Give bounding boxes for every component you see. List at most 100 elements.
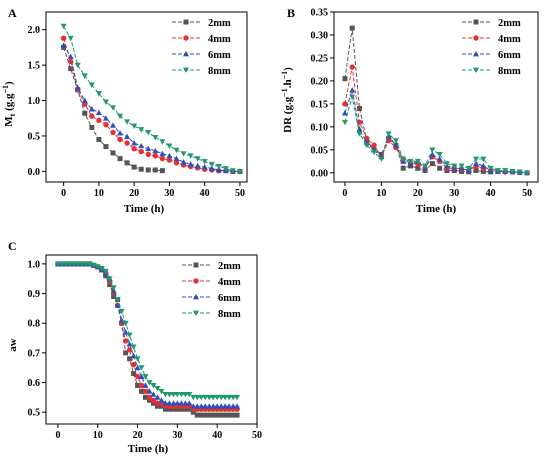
legend-label: 4mm	[498, 34, 521, 45]
data-point-8mm	[138, 127, 145, 133]
data-point-8mm	[414, 158, 421, 165]
data-point-8mm	[194, 156, 201, 162]
data-point-8mm	[88, 82, 95, 88]
data-point-2mm	[138, 166, 144, 172]
data-point-8mm	[473, 156, 480, 163]
data-point-6mm	[145, 145, 152, 152]
data-point-2mm	[158, 403, 164, 409]
data-point-8mm	[392, 138, 399, 144]
data-point-8mm	[443, 161, 450, 167]
data-point-8mm	[407, 158, 414, 165]
legend-marker	[183, 51, 189, 57]
y-tick-label: 0.8	[28, 319, 41, 330]
data-point-4mm	[150, 397, 157, 403]
data-point-8mm	[124, 119, 131, 125]
y-tick-label: 0.5	[28, 131, 41, 142]
data-point-8mm	[229, 168, 236, 174]
x-tick-label: 30	[164, 188, 174, 199]
data-point-6mm	[214, 403, 221, 409]
data-point-4mm	[146, 394, 153, 401]
data-point-6mm	[74, 84, 81, 91]
y-tick-label: 1.0	[28, 96, 41, 107]
x-tick-label: 30	[172, 430, 182, 441]
data-point-8mm	[509, 169, 516, 175]
data-point-2mm	[166, 406, 172, 412]
panel-a: A Mt (g.g−1) Time (h) 0 10 20 30 40 50 0.0 0.5 1…	[1, 6, 248, 215]
data-point-2mm	[123, 350, 129, 356]
data-point-2mm	[174, 406, 180, 412]
panel-a-letter: A	[8, 6, 17, 20]
data-point-8mm	[162, 391, 169, 398]
legend-label: 8mm	[218, 309, 241, 320]
data-point-2mm	[170, 406, 176, 412]
data-point-8mm	[74, 261, 81, 267]
data-point-8mm	[170, 391, 177, 398]
data-point-2mm	[480, 168, 486, 174]
legend-marker	[193, 278, 199, 284]
series-line-8mm	[344, 96, 528, 174]
legend-marker	[183, 19, 189, 25]
x-tick-label: 50	[252, 430, 262, 441]
data-point-6mm	[436, 156, 443, 162]
data-point-6mm	[429, 151, 436, 157]
x-tick-label: 40	[486, 188, 496, 199]
data-point-6mm	[60, 42, 67, 48]
data-point-8mm	[158, 388, 165, 395]
data-point-8mm	[465, 165, 472, 172]
data-point-2mm	[139, 388, 145, 394]
y-tick-label: 0.10	[311, 122, 329, 133]
legend-marker	[183, 67, 189, 73]
data-point-8mm	[451, 163, 458, 169]
data-point-8mm	[341, 119, 348, 126]
data-point-8mm	[422, 163, 429, 169]
data-point-6mm	[166, 400, 173, 406]
data-point-8mm	[178, 391, 185, 398]
data-point-6mm	[194, 403, 201, 409]
data-point-8mm	[494, 168, 501, 174]
y-tick-label: 1.0	[28, 259, 41, 270]
data-point-6mm	[194, 162, 201, 169]
plot-frame	[45, 11, 248, 183]
data-point-8mm	[198, 394, 205, 401]
data-point-8mm	[487, 165, 494, 172]
plot-frame	[45, 254, 258, 425]
x-tick-label: 10	[94, 188, 104, 199]
data-point-8mm	[480, 156, 487, 163]
data-point-6mm	[162, 400, 169, 406]
data-point-2mm	[152, 167, 158, 173]
data-point-2mm	[154, 403, 160, 409]
x-tick-label: 10	[376, 188, 386, 199]
data-point-6mm	[187, 161, 194, 167]
data-point-6mm	[170, 400, 177, 406]
x-tick-label: 20	[129, 188, 139, 199]
data-point-8mm	[131, 123, 138, 130]
data-point-8mm	[54, 261, 61, 267]
data-point-4mm	[117, 136, 123, 143]
data-point-4mm	[349, 64, 355, 70]
data-point-8mm	[208, 161, 215, 168]
data-point-4mm	[134, 373, 141, 380]
data-point-8mm	[182, 391, 189, 398]
data-point-8mm	[349, 94, 356, 100]
data-point-6mm	[186, 400, 193, 406]
panel-c: C aw Time (h) 0 10 20 30 40 50 0.5 0.6 0.7 0.8 0.9…	[7, 239, 262, 455]
x-tick-label: 40	[212, 430, 222, 441]
data-point-2mm	[127, 356, 133, 362]
legend-marker	[183, 35, 189, 41]
data-point-6mm	[95, 109, 102, 115]
data-point-4mm	[89, 113, 95, 119]
x-tick-label: 10	[93, 430, 103, 441]
data-point-2mm	[230, 412, 236, 418]
y-tick-label: 0.00	[311, 168, 329, 179]
series-line-2mm	[344, 28, 491, 173]
data-point-2mm	[342, 76, 348, 82]
data-point-8mm	[118, 308, 125, 315]
data-point-2mm	[186, 406, 192, 412]
panel-a-ylabel: Mt (g.g−1)	[1, 81, 17, 127]
legend-label: 2mm	[218, 261, 241, 272]
data-point-6mm	[190, 403, 197, 409]
data-point-6mm	[67, 53, 74, 60]
data-point-2mm	[182, 406, 188, 412]
data-point-8mm	[58, 261, 65, 267]
